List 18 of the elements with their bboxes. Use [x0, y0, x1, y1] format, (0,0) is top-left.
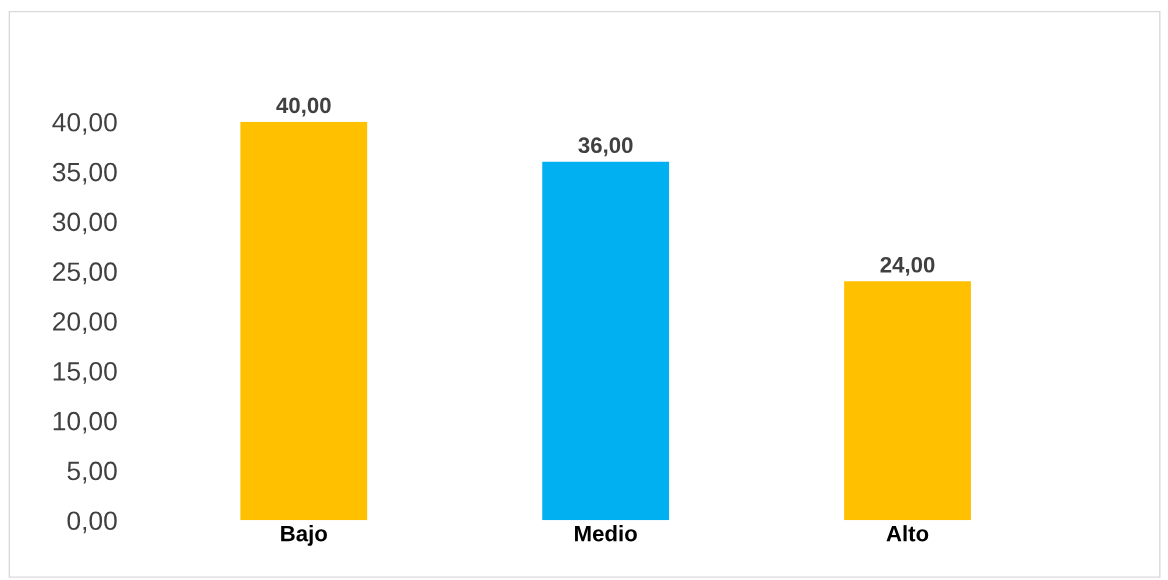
- y-tick-label: 40,00: [52, 112, 117, 135]
- data-label: 40,00: [276, 97, 331, 117]
- x-tick-label: Medio: [575, 525, 637, 542]
- bar: [844, 281, 971, 521]
- bar: [240, 121, 368, 521]
- y-tick-label: 20,00: [53, 312, 117, 334]
- y-tick-label: 30,00: [52, 212, 117, 235]
- y-tick-label: 0,00: [67, 511, 117, 534]
- y-tick-label: 15,00: [53, 361, 117, 384]
- bar: [542, 161, 670, 521]
- data-label: 36,00: [578, 137, 633, 157]
- data-label: 24,00: [880, 256, 935, 276]
- y-tick-label: 10,00: [53, 411, 117, 434]
- y-tick-label: 35,00: [52, 162, 117, 185]
- x-tick-label: Alto: [886, 525, 929, 542]
- y-tick-label: 25,00: [53, 262, 117, 285]
- y-tick-label: 5,00: [67, 461, 117, 484]
- x-tick-label: Bajo: [281, 525, 327, 546]
